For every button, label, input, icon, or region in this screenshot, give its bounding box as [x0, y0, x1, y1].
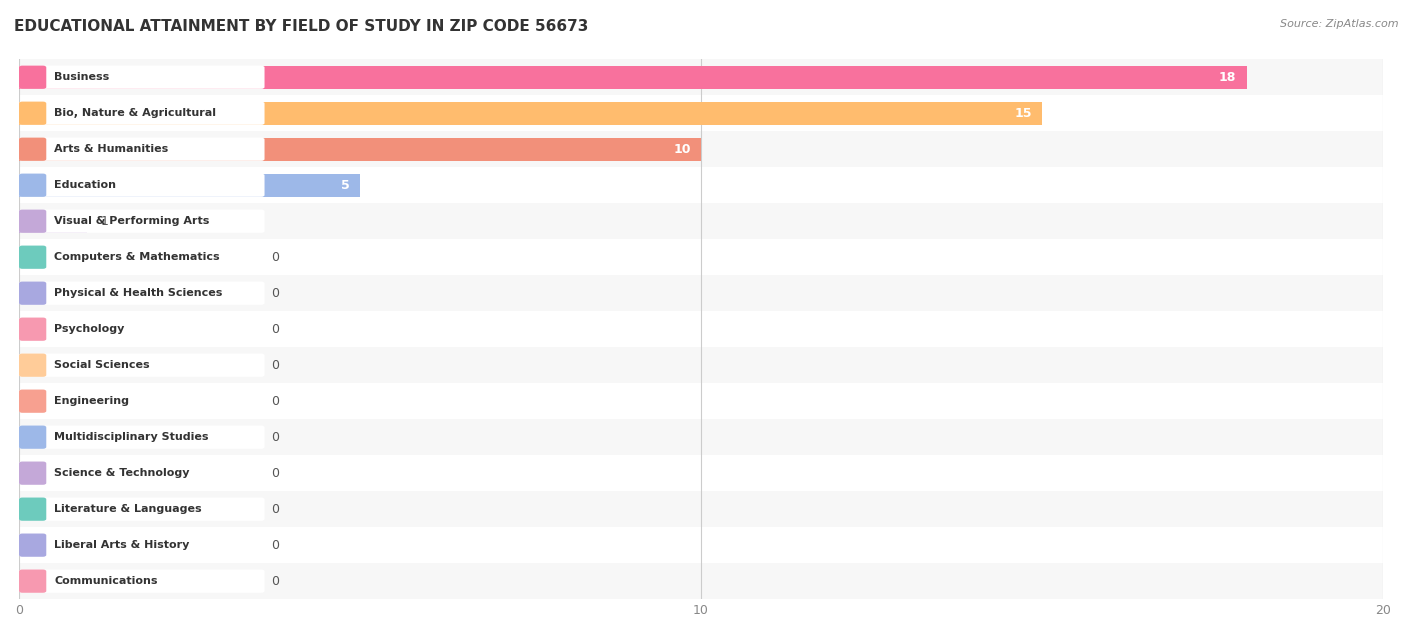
- Text: 0: 0: [271, 430, 280, 444]
- Text: Engineering: Engineering: [55, 396, 129, 406]
- Bar: [20, 66, 1247, 89]
- Text: Arts & Humanities: Arts & Humanities: [55, 144, 169, 154]
- FancyBboxPatch shape: [20, 569, 46, 593]
- FancyBboxPatch shape: [20, 246, 46, 269]
- Text: 18: 18: [1219, 71, 1236, 83]
- Text: 0: 0: [271, 359, 280, 372]
- Text: Visual & Performing Arts: Visual & Performing Arts: [55, 216, 209, 226]
- FancyBboxPatch shape: [20, 425, 46, 449]
- FancyBboxPatch shape: [20, 353, 46, 377]
- Text: Physical & Health Sciences: Physical & Health Sciences: [55, 288, 222, 298]
- Bar: [20, 59, 1384, 95]
- Bar: [20, 131, 1384, 167]
- FancyBboxPatch shape: [20, 66, 264, 89]
- Text: 1: 1: [101, 215, 108, 228]
- Bar: [20, 174, 360, 197]
- FancyBboxPatch shape: [20, 497, 264, 521]
- FancyBboxPatch shape: [20, 569, 264, 593]
- Text: 0: 0: [271, 466, 280, 480]
- Bar: [20, 167, 1384, 204]
- Text: 0: 0: [271, 502, 280, 516]
- FancyBboxPatch shape: [20, 174, 46, 197]
- Text: Business: Business: [55, 72, 110, 82]
- FancyBboxPatch shape: [20, 317, 264, 341]
- Bar: [20, 95, 1384, 131]
- Bar: [20, 204, 1384, 239]
- Text: Communications: Communications: [55, 576, 157, 586]
- FancyBboxPatch shape: [20, 389, 264, 413]
- Text: Source: ZipAtlas.com: Source: ZipAtlas.com: [1281, 19, 1399, 29]
- Text: Education: Education: [55, 180, 117, 190]
- FancyBboxPatch shape: [20, 138, 46, 161]
- FancyBboxPatch shape: [20, 210, 264, 233]
- Text: EDUCATIONAL ATTAINMENT BY FIELD OF STUDY IN ZIP CODE 56673: EDUCATIONAL ATTAINMENT BY FIELD OF STUDY…: [14, 19, 589, 34]
- FancyBboxPatch shape: [20, 246, 264, 269]
- FancyBboxPatch shape: [20, 317, 46, 341]
- Text: Science & Technology: Science & Technology: [55, 468, 190, 478]
- Text: 0: 0: [271, 394, 280, 408]
- Text: 0: 0: [271, 323, 280, 336]
- Text: Computers & Mathematics: Computers & Mathematics: [55, 252, 221, 262]
- FancyBboxPatch shape: [20, 102, 46, 125]
- FancyBboxPatch shape: [20, 389, 46, 413]
- Text: 0: 0: [271, 287, 280, 300]
- Bar: [20, 347, 1384, 383]
- Bar: [20, 383, 1384, 419]
- Bar: [20, 455, 1384, 491]
- FancyBboxPatch shape: [20, 174, 264, 197]
- Bar: [20, 419, 1384, 455]
- Bar: [20, 563, 1384, 599]
- FancyBboxPatch shape: [20, 461, 46, 485]
- Text: Psychology: Psychology: [55, 324, 125, 334]
- Text: 10: 10: [673, 143, 690, 155]
- FancyBboxPatch shape: [20, 102, 264, 125]
- Text: 0: 0: [271, 538, 280, 552]
- Bar: [20, 239, 1384, 275]
- Text: Liberal Arts & History: Liberal Arts & History: [55, 540, 190, 550]
- Bar: [20, 210, 87, 233]
- FancyBboxPatch shape: [20, 533, 264, 557]
- Text: 0: 0: [271, 251, 280, 264]
- FancyBboxPatch shape: [20, 282, 264, 305]
- FancyBboxPatch shape: [20, 66, 46, 89]
- Text: Social Sciences: Social Sciences: [55, 360, 150, 370]
- Bar: [20, 275, 1384, 311]
- Bar: [20, 491, 1384, 527]
- Text: 5: 5: [342, 179, 350, 191]
- Bar: [20, 138, 702, 161]
- Text: 0: 0: [271, 574, 280, 588]
- FancyBboxPatch shape: [20, 533, 46, 557]
- FancyBboxPatch shape: [20, 425, 264, 449]
- FancyBboxPatch shape: [20, 138, 264, 161]
- FancyBboxPatch shape: [20, 210, 46, 233]
- FancyBboxPatch shape: [20, 353, 264, 377]
- Text: Bio, Nature & Agricultural: Bio, Nature & Agricultural: [55, 108, 217, 118]
- Text: Literature & Languages: Literature & Languages: [55, 504, 202, 514]
- Bar: [20, 527, 1384, 563]
- FancyBboxPatch shape: [20, 461, 264, 485]
- Text: 15: 15: [1014, 107, 1032, 119]
- FancyBboxPatch shape: [20, 282, 46, 305]
- Bar: [20, 311, 1384, 347]
- Bar: [20, 102, 1042, 125]
- Text: Multidisciplinary Studies: Multidisciplinary Studies: [55, 432, 209, 442]
- FancyBboxPatch shape: [20, 497, 46, 521]
